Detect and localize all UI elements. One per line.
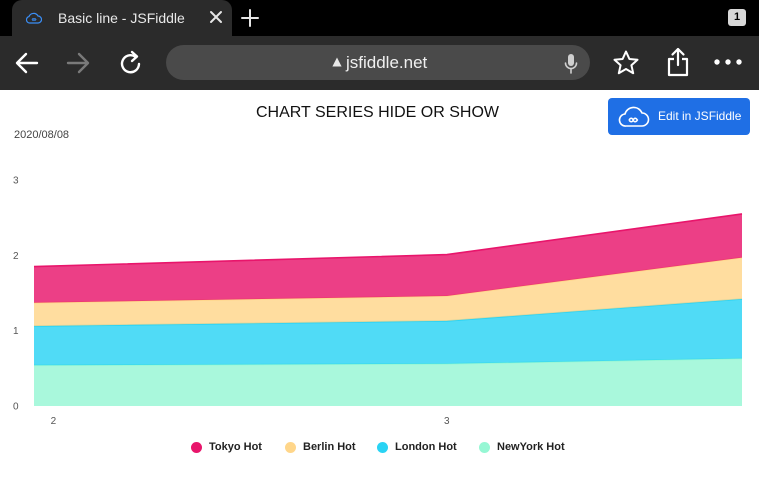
tab-bar: Basic line - JSFiddle 1 (0, 0, 759, 36)
bookmark-star-icon[interactable] (612, 49, 640, 77)
legend-label: NewYork Hot (497, 441, 565, 453)
browser-tab[interactable]: Basic line - JSFiddle (12, 0, 232, 36)
stacked-area-chart: 0 1 2 3 2 3 (13, 176, 743, 427)
legend-marker (479, 442, 490, 453)
close-tab-icon[interactable] (208, 9, 224, 25)
share-icon[interactable] (666, 47, 690, 77)
address-bar[interactable]: jsfiddle.net (166, 45, 590, 80)
new-tab-icon[interactable] (240, 8, 260, 28)
legend-label: London Hot (395, 441, 457, 453)
back-arrow-icon[interactable] (14, 50, 40, 76)
microphone-icon[interactable] (563, 53, 579, 75)
y-tick-label: 1 (13, 326, 19, 337)
web-page: 0 1 2 3 2 3 CHART SERIES HIDE OR SHOW 2020/08… (0, 90, 759, 487)
legend-label: Tokyo Hot (209, 441, 262, 453)
area-london-hot[interactable] (34, 299, 742, 366)
legend-label: Berlin Hot (303, 441, 356, 453)
edit-button-label: Edit in JSFiddle (658, 109, 742, 123)
area-berlin-hot[interactable] (34, 257, 742, 327)
chart-legend: Tokyo Hot Berlin Hot London Hot NewYork Hot (0, 440, 759, 456)
cloud-icon (618, 106, 650, 127)
chart-title: CHART SERIES HIDE OR SHOW (256, 104, 499, 121)
forward-arrow-icon[interactable] (65, 50, 91, 76)
url-text[interactable]: jsfiddle.net (346, 53, 428, 72)
edit-in-jsfiddle-button[interactable]: Edit in JSFiddle (608, 98, 750, 135)
more-options-icon[interactable] (713, 58, 743, 66)
tab-count-badge[interactable]: 1 (728, 9, 746, 26)
y-tick-label: 2 (13, 251, 19, 262)
legend-marker (377, 442, 388, 453)
x-tick-label: 3 (444, 416, 450, 427)
y-tick-label: 3 (13, 176, 19, 187)
browser-toolbar: jsfiddle.net (0, 36, 759, 90)
y-tick-label: 0 (13, 402, 19, 413)
legend-marker (285, 442, 296, 453)
jsfiddle-favicon-icon (26, 12, 42, 24)
chart-subtitle: 2020/08/08 (14, 129, 70, 141)
area-tokyo-hot[interactable] (34, 213, 742, 303)
area-newyork-hot[interactable] (34, 358, 742, 407)
legend-marker (191, 442, 202, 453)
reload-icon[interactable] (118, 49, 144, 77)
tab-title: Basic line - JSFiddle (58, 10, 185, 26)
x-tick-label: 2 (51, 416, 57, 427)
line-tokyo-hot (33, 213, 743, 268)
site-info-icon[interactable] (332, 57, 342, 67)
